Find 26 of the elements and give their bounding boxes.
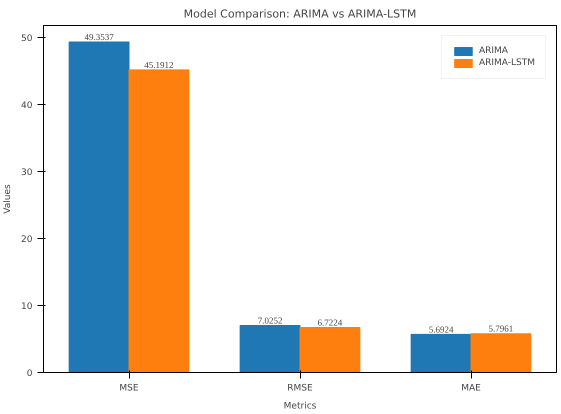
x-axis-title: Metrics (284, 402, 317, 412)
y-axis-title: Values (3, 184, 14, 214)
chart-title: Model Comparison: ARIMA vs ARIMA-LSTM (184, 8, 416, 20)
data-label: 5.6924 (428, 324, 454, 334)
bar (240, 324, 300, 372)
y-tick-label: 40 (21, 101, 33, 112)
bar (128, 69, 190, 372)
legend-label: ARIMA (478, 46, 508, 56)
y-tick-label: 30 (21, 168, 33, 178)
x-tick-label: MAE (461, 384, 482, 394)
y-tick-label: 20 (21, 235, 33, 246)
y-tick-label: 50 (21, 34, 33, 44)
data-label: 45.1912 (144, 60, 174, 70)
y-tick-label: 10 (21, 302, 33, 312)
x-tick-label: MSE (119, 384, 139, 394)
bar (300, 326, 360, 372)
data-label: 7.0252 (258, 315, 282, 326)
legend-label: ARIMA-LSTM (478, 58, 535, 68)
x-tick-label: RMSE (287, 384, 314, 394)
bar (410, 334, 472, 372)
bar (470, 333, 532, 372)
data-label: 5.7961 (488, 324, 514, 334)
data-label: 49.3537 (84, 32, 114, 42)
data-label: 6.7224 (318, 317, 343, 328)
y-tick-label: 0 (26, 369, 33, 379)
bar (68, 42, 130, 372)
